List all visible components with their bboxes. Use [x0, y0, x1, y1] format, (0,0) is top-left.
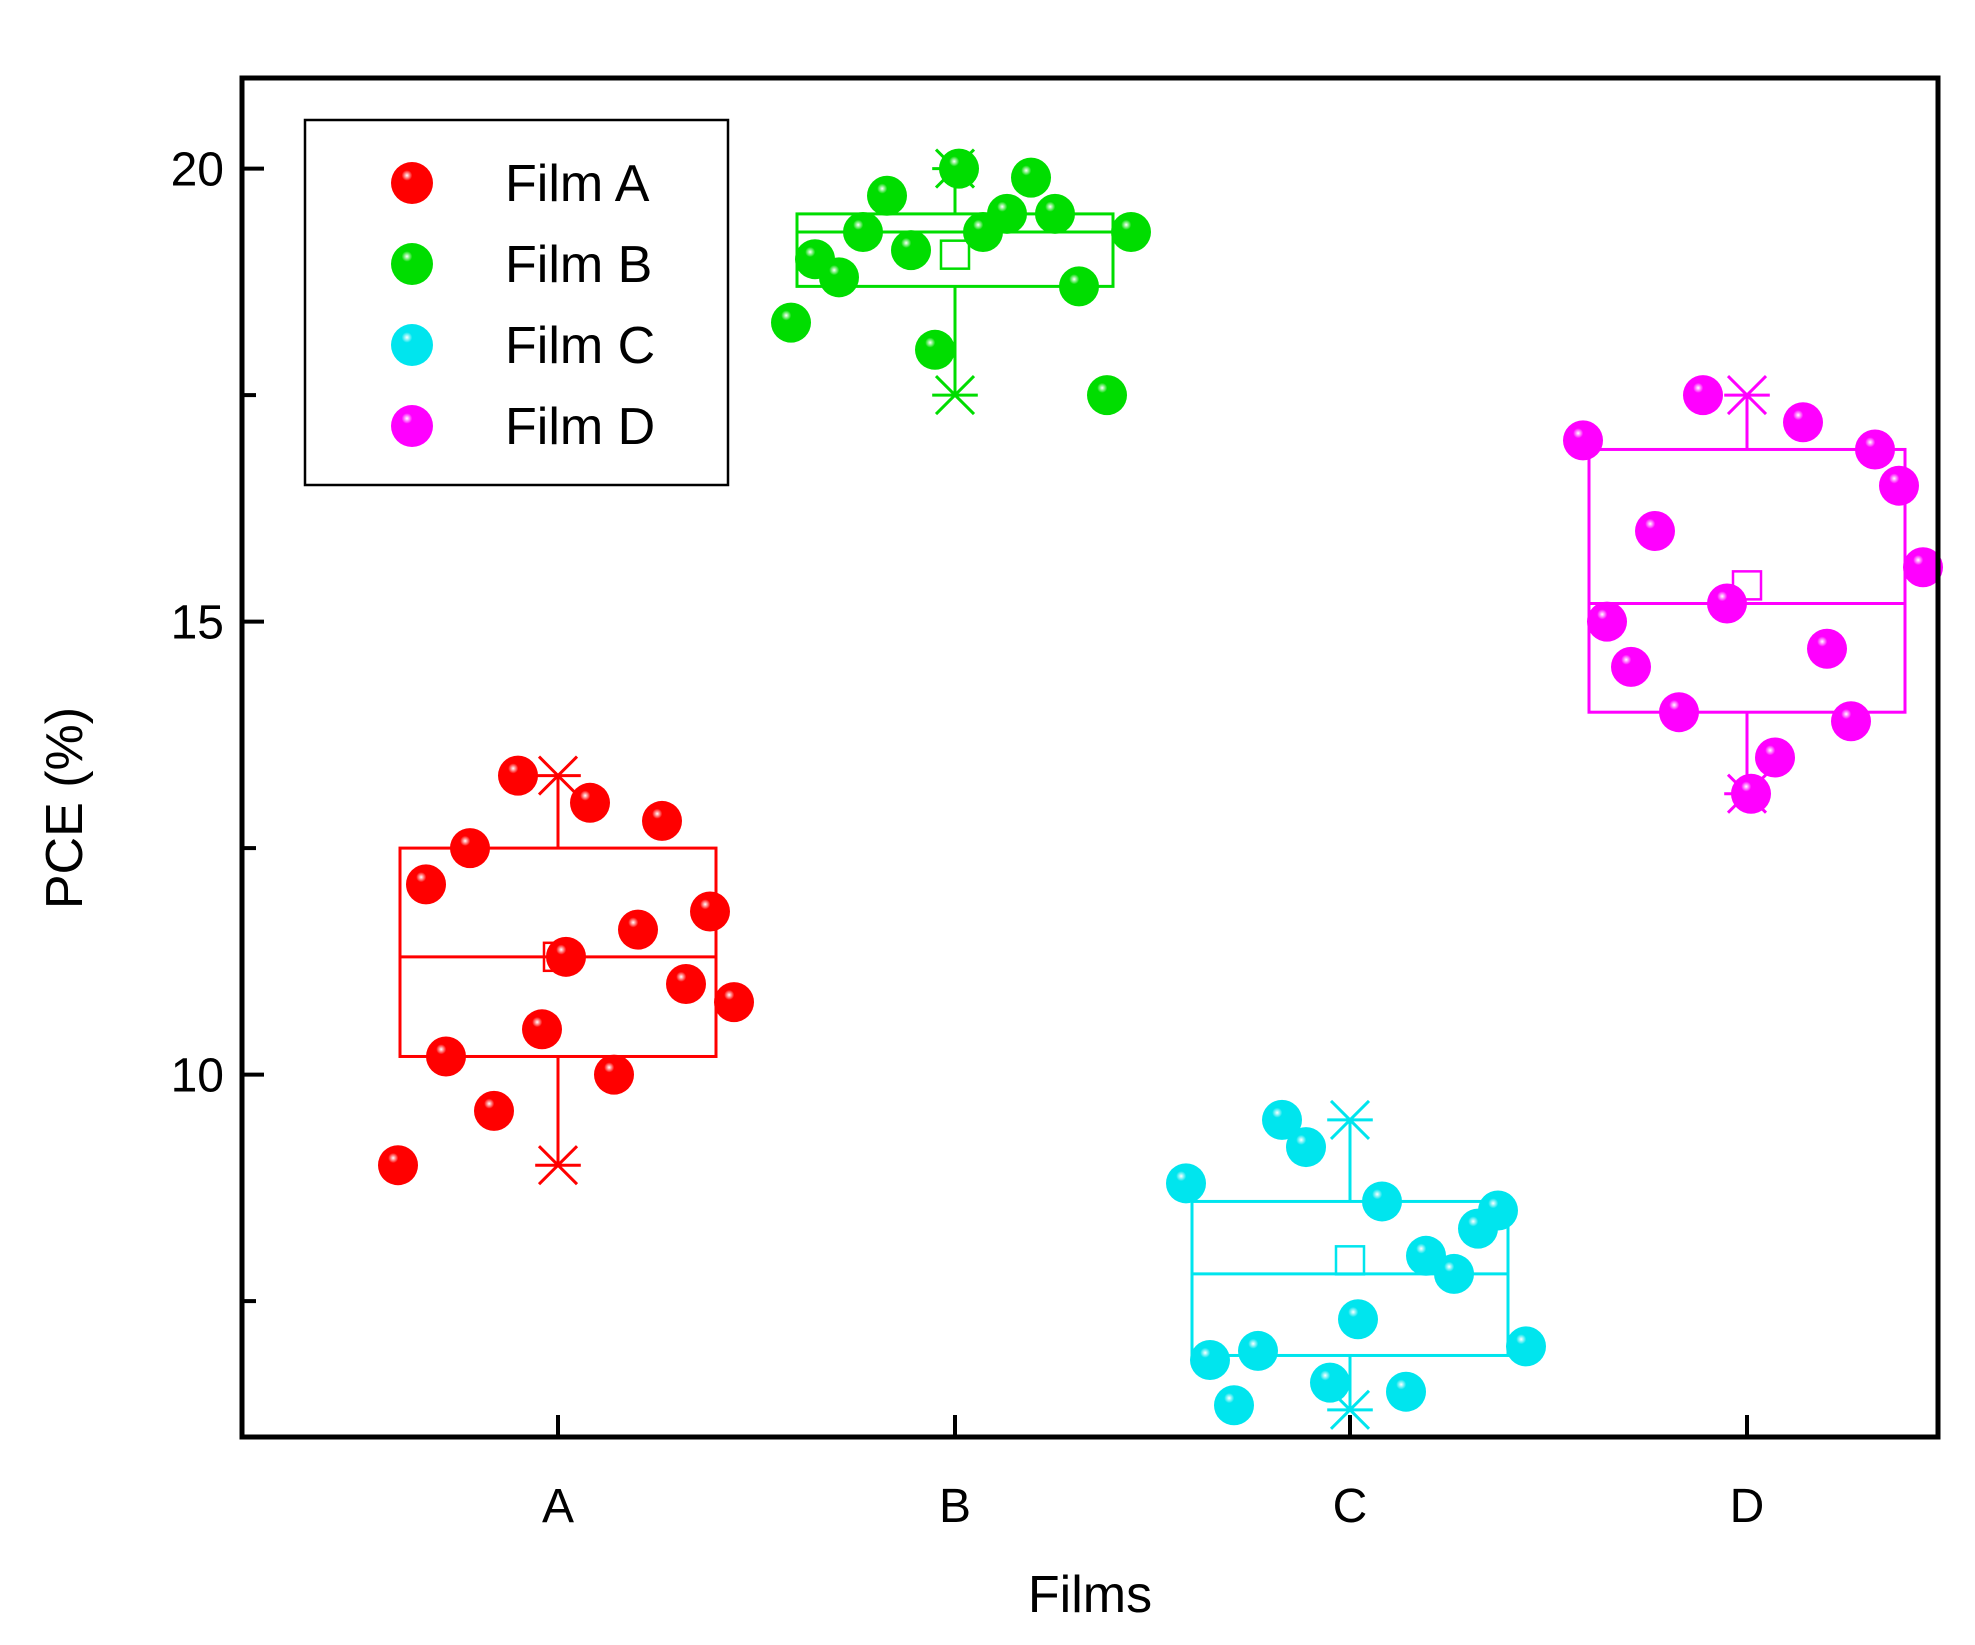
- legend-box: [303, 118, 730, 487]
- data-point: [1855, 429, 1895, 470]
- data-point: [570, 782, 610, 823]
- x-tick-label: B: [939, 1480, 971, 1533]
- data-point: [594, 1054, 634, 1095]
- max-marker: [535, 755, 581, 796]
- legend-marker: [391, 324, 433, 366]
- data-point: [1338, 1299, 1378, 1340]
- data-point: [1214, 1385, 1254, 1426]
- data-point: [1166, 1163, 1206, 1204]
- data-point: [546, 936, 586, 977]
- legend-label: Film C: [505, 317, 655, 375]
- data-point: [939, 148, 979, 189]
- mean-marker: [939, 239, 971, 270]
- x-axis-title: Films: [1028, 1566, 1152, 1624]
- data-point: [714, 982, 754, 1023]
- y-axis-title: PCE (%): [36, 707, 94, 909]
- data-point: [1683, 375, 1723, 416]
- box: [1587, 447, 1907, 714]
- plot-frame: [239, 75, 1941, 1440]
- data-point: [987, 193, 1027, 234]
- series-c: [1166, 1099, 1546, 1430]
- data-point: [1879, 465, 1919, 506]
- data-point: [1755, 737, 1795, 778]
- data-point: [891, 230, 931, 271]
- legend-item-c: Film C: [391, 317, 655, 375]
- data-point: [1807, 628, 1847, 669]
- legend-marker: [391, 405, 433, 447]
- data-point: [426, 1036, 466, 1077]
- data-point: [1611, 646, 1651, 687]
- data-point: [1478, 1190, 1518, 1231]
- y-tick-label: 10: [171, 1050, 224, 1103]
- data-point: [1262, 1099, 1302, 1140]
- x-tick-label: C: [1333, 1480, 1368, 1533]
- data-point: [1659, 692, 1699, 733]
- data-point: [867, 175, 907, 216]
- legend-item-d: Film D: [391, 398, 655, 456]
- data-point: [618, 909, 658, 950]
- data-point: [843, 212, 883, 253]
- data-point: [1563, 420, 1603, 461]
- data-point: [1310, 1362, 1350, 1403]
- data-point: [666, 964, 706, 1004]
- min-marker: [932, 375, 978, 416]
- data-point: [406, 864, 446, 905]
- x-tick-label: D: [1730, 1480, 1765, 1533]
- legend-item-b: Film B: [391, 236, 652, 294]
- data-point: [1035, 193, 1075, 234]
- box: [795, 212, 1115, 288]
- data-point: [1059, 266, 1099, 307]
- y-tick-label: 20: [171, 144, 224, 197]
- min-marker: [535, 1145, 581, 1186]
- plot-area: [378, 148, 1943, 1430]
- mean-marker: [1334, 1245, 1366, 1276]
- axes: 10 15 20 A B C D Films PCE (%): [36, 75, 1941, 1624]
- data-point: [1286, 1127, 1326, 1168]
- series-d: [1563, 375, 1943, 814]
- data-point: [1831, 701, 1871, 742]
- data-point: [642, 800, 682, 841]
- max-marker: [1724, 375, 1770, 416]
- box: [1190, 1199, 1510, 1357]
- data-point: [1190, 1339, 1230, 1380]
- box: [398, 846, 718, 1058]
- data-point: [474, 1090, 514, 1131]
- legend: Film A Film B Film C Film D: [303, 118, 730, 487]
- data-point: [378, 1145, 418, 1186]
- data-point: [498, 755, 538, 796]
- data-point: [1731, 773, 1771, 814]
- data-point: [690, 891, 730, 932]
- legend-marker: [391, 162, 433, 204]
- data-point: [1238, 1330, 1278, 1371]
- data-point: [1011, 157, 1051, 198]
- data-point: [1587, 601, 1627, 642]
- data-point: [1783, 402, 1823, 443]
- data-point: [1506, 1326, 1546, 1367]
- data-point: [819, 257, 859, 298]
- legend-label: Film B: [505, 236, 652, 294]
- legend-label: Film A: [505, 155, 650, 213]
- data-point: [1635, 511, 1675, 551]
- data-point: [522, 1009, 562, 1050]
- data-point: [915, 329, 955, 370]
- series-b: [771, 148, 1151, 416]
- legend-marker: [391, 243, 433, 285]
- legend-label: Film D: [505, 398, 655, 456]
- data-point: [1434, 1253, 1474, 1294]
- max-marker: [1327, 1099, 1373, 1140]
- x-tick-label: A: [542, 1480, 574, 1533]
- data-point: [450, 828, 490, 869]
- data-point: [1111, 212, 1151, 253]
- legend-item-a: Film A: [391, 155, 650, 213]
- series-a: [378, 755, 754, 1186]
- data-point: [1386, 1371, 1426, 1412]
- data-point: [771, 302, 811, 343]
- data-point: [1087, 375, 1127, 416]
- data-point: [1362, 1181, 1402, 1222]
- data-point: [1707, 583, 1747, 624]
- y-tick-label: 15: [171, 597, 224, 650]
- data-point: [1903, 547, 1943, 588]
